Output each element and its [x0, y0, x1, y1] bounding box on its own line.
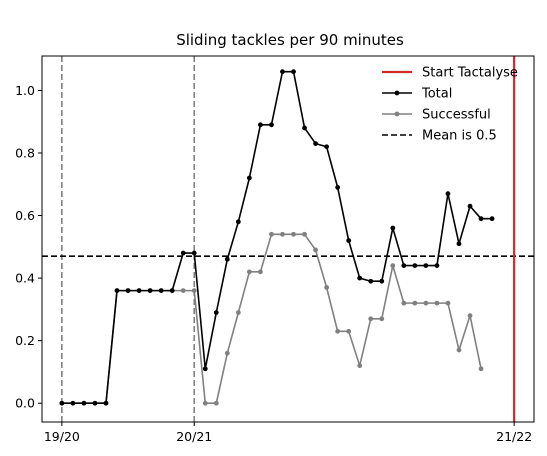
legend-marker-successful — [394, 111, 400, 117]
data-point-total — [235, 219, 241, 225]
data-point-total — [169, 288, 175, 294]
legend-marker-total — [394, 90, 400, 96]
data-point-total — [346, 238, 352, 243]
data-point-total — [202, 366, 208, 372]
data-point-successful — [302, 231, 307, 237]
data-point-successful — [202, 400, 208, 406]
data-point-total — [59, 400, 65, 406]
legend-label-successful: Successful — [422, 108, 491, 123]
data-point-successful — [280, 231, 285, 237]
data-point-total — [478, 216, 484, 222]
y-tick-label: 0.2 — [15, 333, 35, 348]
data-point-successful — [246, 269, 252, 275]
series-line-successful — [61, 233, 482, 405]
data-point-total — [180, 250, 186, 256]
data-point-total — [269, 122, 274, 128]
legend-label-mean-is-0-5: Mean is 0.5 — [422, 129, 497, 144]
data-point-successful — [434, 300, 440, 306]
data-point-successful — [478, 366, 484, 372]
y-tick-label: 0.0 — [15, 396, 35, 411]
data-point-total — [280, 69, 285, 75]
data-point-total — [423, 263, 429, 268]
data-point-successful — [401, 300, 407, 306]
data-point-total — [103, 400, 109, 406]
legend-label-start-tactalyse: Start Tactalyse — [422, 66, 518, 81]
data-point-successful — [269, 231, 274, 237]
data-point-total — [335, 184, 341, 190]
data-point-total — [158, 288, 164, 294]
data-point-total — [390, 225, 396, 231]
data-point-total — [445, 191, 451, 197]
y-tick-label: 0.4 — [15, 271, 35, 286]
data-point-total — [70, 400, 76, 406]
data-point-total — [147, 288, 153, 294]
data-point-total — [357, 275, 363, 281]
data-point-total — [368, 278, 374, 284]
data-point-total — [81, 400, 87, 406]
data-point-successful — [213, 400, 219, 406]
data-point-successful — [235, 310, 241, 315]
data-point-successful — [412, 300, 418, 306]
data-point-successful — [368, 316, 374, 322]
data-point-successful — [423, 300, 429, 306]
plot-area: 0.0 0.2 0.4 0.6 0.8 1.0 19/20 20/21 21/22 — [15, 55, 535, 444]
data-point-total — [489, 216, 495, 222]
data-point-successful — [324, 285, 330, 290]
data-point-total — [313, 141, 318, 146]
y-tick-label: 0.8 — [15, 145, 35, 160]
data-point-successful — [467, 313, 473, 319]
data-point-successful — [379, 316, 385, 322]
legend-label-total: Total — [421, 87, 452, 102]
data-point-successful — [335, 328, 341, 334]
data-point-total — [191, 250, 197, 256]
data-point-successful — [390, 263, 396, 268]
data-point-total — [224, 256, 230, 262]
x-tick-label: 19/20 — [44, 429, 80, 444]
axes-frame — [41, 55, 535, 423]
data-point-successful — [180, 288, 186, 294]
data-point-successful — [291, 231, 296, 237]
data-point-total — [246, 175, 252, 181]
x-tick-label: 20/21 — [176, 429, 212, 444]
data-point-total — [412, 263, 418, 268]
data-point-successful — [191, 288, 197, 294]
data-point-total — [456, 241, 462, 247]
data-point-successful — [258, 269, 263, 275]
data-point-total — [401, 263, 407, 268]
data-point-successful — [456, 347, 462, 353]
data-point-total — [467, 203, 473, 209]
series-line-total — [61, 70, 493, 405]
data-point-total — [213, 310, 219, 315]
data-point-successful — [346, 328, 352, 334]
x-tick-label: 21/22 — [496, 429, 532, 444]
data-point-total — [379, 278, 385, 284]
data-point-total — [92, 400, 98, 406]
data-point-total — [324, 144, 330, 150]
data-point-successful — [313, 247, 318, 253]
data-point-total — [125, 288, 131, 294]
data-point-successful — [445, 300, 451, 306]
legend: Start Tactalyse Total Successful Mean is 0.… — [382, 66, 518, 144]
y-tick-label: 1.0 — [15, 83, 35, 98]
data-point-total — [302, 125, 307, 131]
data-point-successful — [224, 350, 230, 356]
data-point-total — [136, 288, 142, 294]
data-point-total — [114, 288, 120, 294]
data-point-total — [291, 69, 296, 75]
data-point-total — [258, 122, 263, 128]
y-tick-label: 0.6 — [15, 208, 35, 223]
chart-title: Sliding tackles per 90 minutes — [176, 31, 404, 49]
data-point-total — [434, 263, 440, 268]
data-point-successful — [357, 363, 363, 369]
